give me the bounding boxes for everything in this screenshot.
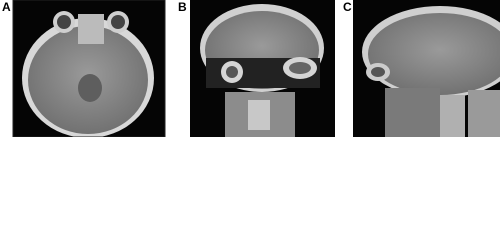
panel-c-image	[353, 0, 500, 137]
page: {"panels": [{"label": "A"}, {"label": "B…	[0, 0, 500, 137]
panel-label: B	[178, 0, 187, 14]
panel-b-image	[190, 0, 335, 137]
panel-label: C	[343, 0, 352, 14]
figure: A B C	[2, 0, 500, 137]
panel-a-image	[12, 0, 166, 137]
panel-label: A	[2, 0, 11, 14]
